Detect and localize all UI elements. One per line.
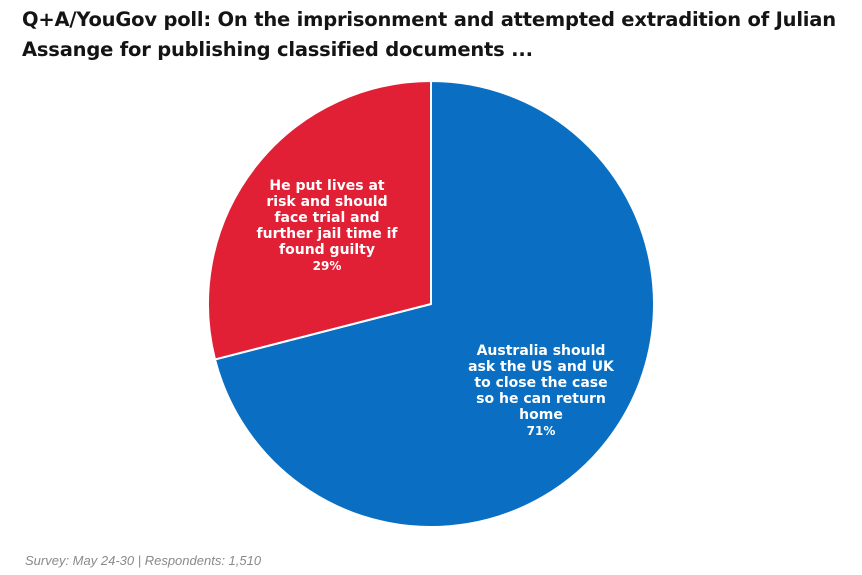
slice-label-1: Australia should ask the US and UK to clos…	[468, 343, 615, 423]
slice-label-2: He put lives at risk and should face trial…	[257, 178, 399, 258]
slice-value-label-1: 71%	[527, 424, 556, 438]
pie-slice-2	[207, 80, 432, 361]
pie-labels: Australia should ask the US and UK to clos…	[257, 178, 616, 438]
slice-value-label-2: 29%	[313, 259, 342, 273]
chart-title: Q+A/YouGov poll: On the imprisonment and…	[22, 8, 836, 61]
survey-footnote: Survey: May 24-30 | Respondents: 1,510	[25, 553, 262, 568]
pie-slice-1	[214, 80, 655, 528]
pie-slices	[207, 80, 655, 528]
